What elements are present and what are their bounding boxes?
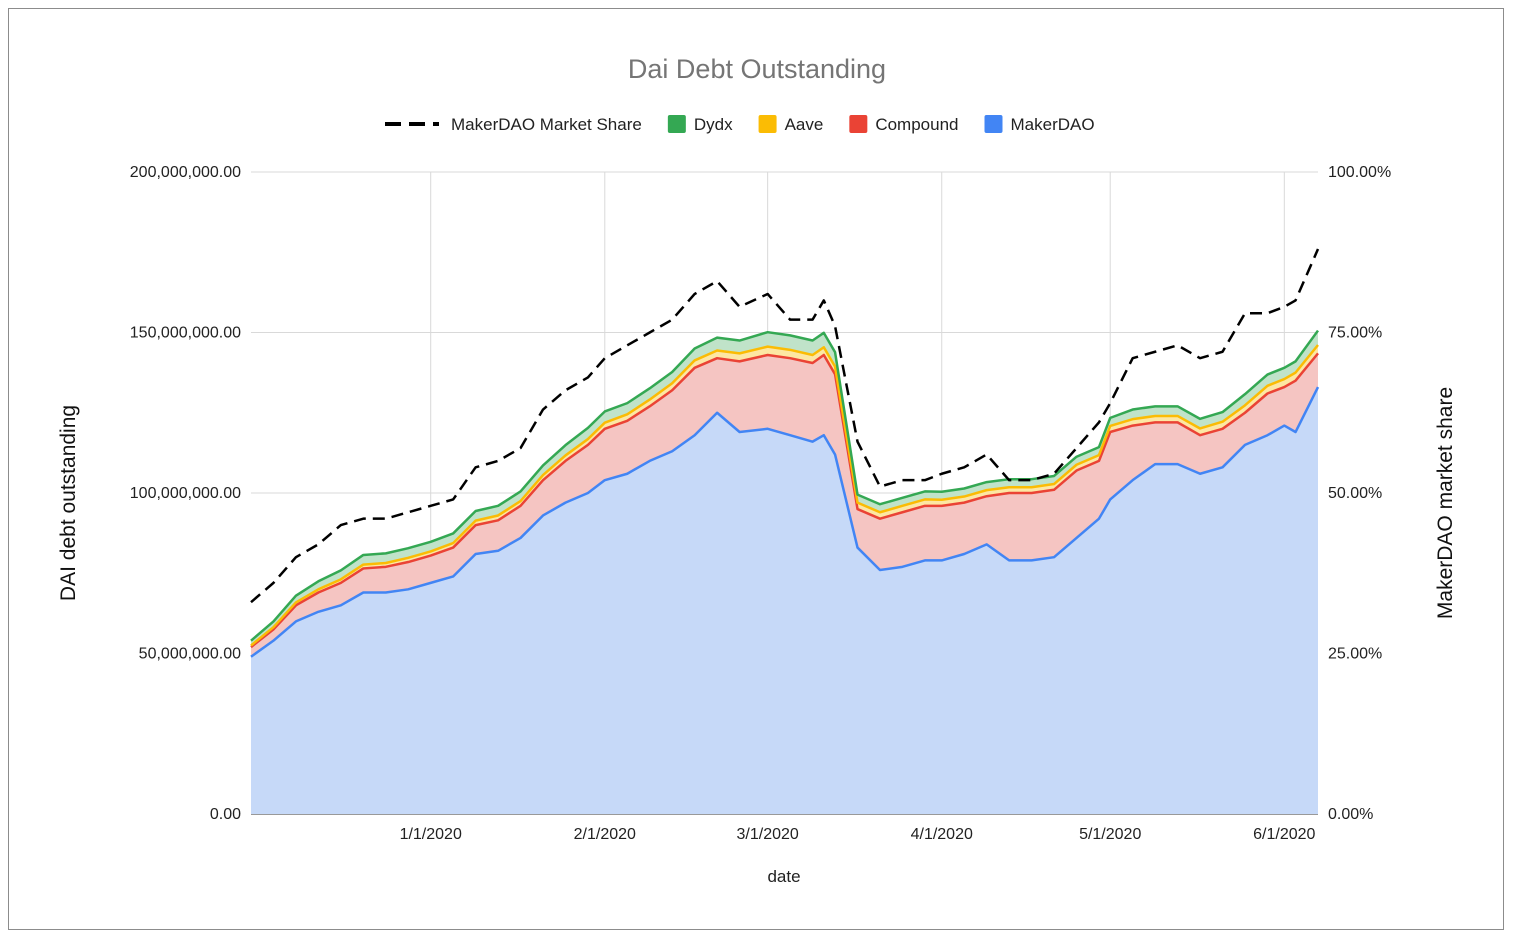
legend-item-dydx: Dydx xyxy=(667,115,733,134)
legend-swatch xyxy=(984,115,1003,133)
area-compound xyxy=(251,353,1318,657)
y2-tick-label: 0.00% xyxy=(1328,806,1373,823)
legend-label: Compound xyxy=(875,115,958,134)
stacked-areas xyxy=(251,330,1318,814)
legend-label: MakerDAO Market Share xyxy=(451,115,642,134)
y-tick-label: 150,000,000.00 xyxy=(130,325,241,342)
x-tick-label: 5/1/2020 xyxy=(1079,826,1141,843)
legend-label: MakerDAO xyxy=(1011,115,1095,134)
series-lines xyxy=(250,248,1320,658)
y2-axis-title: MakerDAO market share xyxy=(1434,387,1457,619)
legend-item-aave: Aave xyxy=(758,115,824,134)
chart-title: Dai Debt Outstanding xyxy=(628,54,886,84)
line-makerdao-market-share xyxy=(250,248,1320,604)
x-tick-label: 2/1/2020 xyxy=(574,826,636,843)
y-tick-label: 200,000,000.00 xyxy=(130,164,241,181)
y-tick-label: 100,000,000.00 xyxy=(130,485,241,502)
y-tick-label: 0.00 xyxy=(210,806,241,823)
x-axis-title: date xyxy=(767,867,800,886)
area-makerdao xyxy=(251,387,1318,814)
line-makerdao xyxy=(250,386,1320,658)
y-tick-label: 50,000,000.00 xyxy=(139,646,241,663)
line-dydx xyxy=(250,329,1320,642)
legend-label: Aave xyxy=(785,115,824,134)
legend-item-makerdao-market-share: MakerDAO Market Share xyxy=(385,115,642,134)
line-compound xyxy=(250,352,1319,649)
x-tick-label: 3/1/2020 xyxy=(737,826,799,843)
x-tick-label: 4/1/2020 xyxy=(911,826,973,843)
x-tick-label: 1/1/2020 xyxy=(400,826,462,843)
y2-tick-label: 25.00% xyxy=(1328,646,1382,663)
legend: MakerDAO Market Share Dydx Aave Compound Mak… xyxy=(385,115,1095,134)
y-axis-title: DAI debt outstanding xyxy=(57,405,80,601)
legend-swatch xyxy=(849,115,868,133)
y2-tick-label: 50.00% xyxy=(1328,485,1382,502)
legend-item-makerdao: MakerDAO xyxy=(984,115,1095,134)
legend-swatch xyxy=(758,115,777,133)
legend-label: Dydx xyxy=(694,115,733,134)
axes: 0.00 50,000,000.00 100,000,000.00 150,000,0… xyxy=(130,164,1391,843)
legend-item-compound: Compound xyxy=(849,115,959,134)
line-aave xyxy=(250,344,1319,647)
y2-tick-label: 100.00% xyxy=(1328,164,1391,181)
y2-tick-label: 75.00% xyxy=(1328,325,1382,342)
legend-swatch xyxy=(667,115,686,133)
x-tick-label: 6/1/2020 xyxy=(1253,826,1315,843)
